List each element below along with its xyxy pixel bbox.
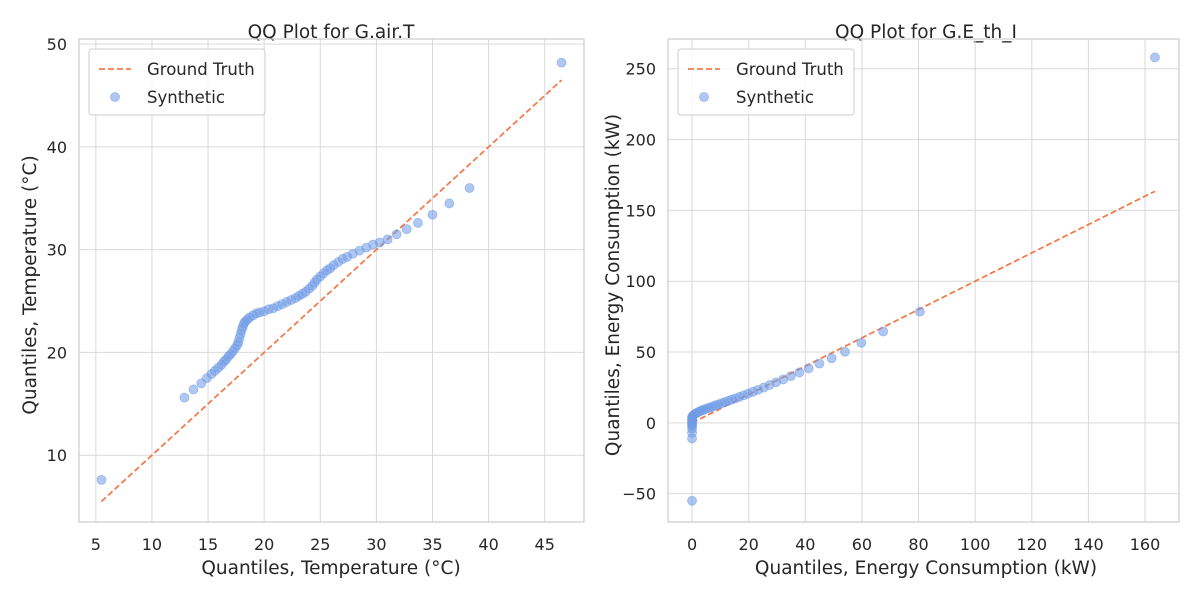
- x-tick-label: 40: [478, 535, 498, 554]
- x-tick-label: 20: [254, 535, 274, 554]
- x-tick-label: 30: [366, 535, 386, 554]
- x-tick-label: 25: [310, 535, 330, 554]
- x-tick-label: 20: [739, 535, 759, 554]
- legend-box: [88, 48, 266, 116]
- legend-label: Synthetic: [736, 88, 814, 107]
- synthetic-points: [687, 52, 1160, 506]
- synthetic-point: [1150, 52, 1160, 63]
- legend-label: Ground Truth: [736, 60, 844, 79]
- legend-label: Ground Truth: [147, 60, 255, 79]
- x-axis-label: Quantiles, Energy Consumption (kW): [755, 558, 1097, 579]
- y-axis-label: Quantiles, Energy Consumption (kW): [603, 114, 624, 456]
- y-tick-label: 250: [625, 60, 656, 79]
- synthetic-point: [464, 183, 475, 193]
- synthetic-point: [826, 353, 837, 364]
- chart-title: QQ Plot for G.air.T: [248, 22, 416, 43]
- synthetic-point: [179, 392, 190, 403]
- synthetic-point: [401, 224, 412, 235]
- x-tick-label: 45: [535, 535, 555, 554]
- synthetic-points: [96, 57, 567, 485]
- x-axis-label: Quantiles, Temperature (°C): [201, 558, 460, 579]
- synthetic-point: [814, 358, 825, 369]
- y-tick-label: 150: [625, 201, 656, 220]
- synthetic-point: [391, 229, 402, 240]
- x-tick-label: 60: [852, 535, 872, 554]
- synthetic-point: [878, 326, 889, 337]
- x-tick-label: 80: [908, 535, 928, 554]
- y-axis-label: Quantiles, Temperature (°C): [20, 155, 41, 414]
- y-tick-label: 100: [625, 272, 656, 291]
- synthetic-point: [413, 218, 423, 228]
- legend-marker-swatch: [110, 92, 120, 102]
- synthetic-point: [687, 495, 697, 506]
- y-tick-label: 10: [47, 446, 67, 465]
- plot-frame: [667, 38, 1180, 523]
- chart-title: QQ Plot for G.E_th_I: [835, 22, 1017, 43]
- synthetic-point: [803, 363, 814, 374]
- synthetic-point: [840, 346, 850, 357]
- x-tick-label: 40: [795, 535, 815, 554]
- legend: Ground Truth Synthetic: [677, 48, 855, 116]
- x-tick-label: 15: [198, 535, 218, 554]
- synthetic-point: [427, 209, 438, 220]
- synthetic-point: [856, 337, 867, 348]
- legend-box: [677, 48, 855, 116]
- synthetic-point: [96, 474, 107, 485]
- y-tick-label: 30: [47, 241, 67, 260]
- x-tick-label: 140: [1073, 535, 1104, 554]
- legend-label: Synthetic: [147, 88, 225, 107]
- synthetic-point: [556, 57, 567, 68]
- synthetic-point: [794, 367, 805, 378]
- x-tick-label: 10: [142, 535, 162, 554]
- y-tick-label: 20: [47, 343, 67, 362]
- grid: [668, 39, 1179, 522]
- legend: Ground Truth Synthetic: [88, 48, 266, 116]
- synthetic-point: [915, 306, 925, 317]
- x-tick-label: 100: [960, 535, 991, 554]
- legend-marker-swatch: [699, 92, 709, 102]
- y-tick-label: 50: [47, 35, 67, 54]
- y-tick-label: 40: [47, 138, 67, 157]
- y-tick-label: −50: [622, 485, 656, 504]
- x-tick-label: 120: [1017, 535, 1048, 554]
- synthetic-point: [444, 198, 455, 209]
- x-tick-label: 160: [1130, 535, 1161, 554]
- synthetic-point: [382, 234, 393, 245]
- x-tick-label: 5: [91, 535, 101, 554]
- plot-frame: [78, 38, 585, 523]
- synthetic-point: [785, 371, 796, 382]
- ground-truth-line: [100, 79, 563, 503]
- y-tick-label: 50: [636, 343, 656, 362]
- x-tick-label: 35: [422, 535, 442, 554]
- qq-plot-air-temperature: QQ Plot for G.air.T Quantiles, Temperatu…: [20, 22, 585, 579]
- y-tick-label: 200: [625, 131, 656, 150]
- synthetic-point: [188, 384, 199, 395]
- x-tick-label: 0: [687, 535, 697, 554]
- y-tick-label: 0: [646, 414, 656, 433]
- qq-plot-energy-consumption: QQ Plot for G.E_th_I Quantiles, Energy C…: [603, 22, 1180, 579]
